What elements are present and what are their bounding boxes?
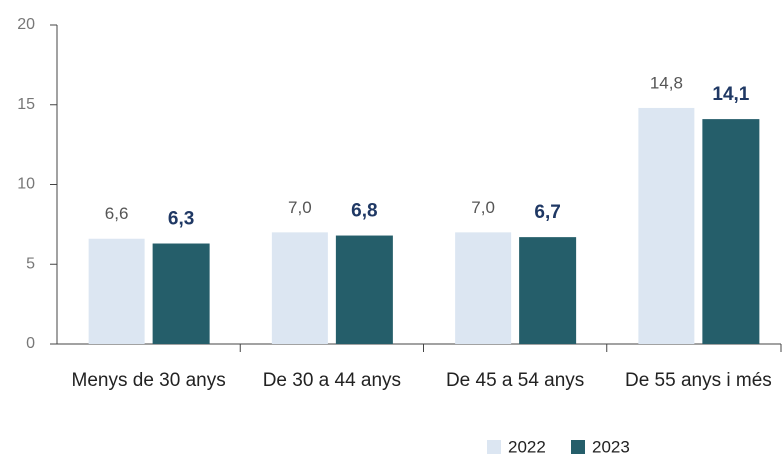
bar bbox=[519, 237, 577, 344]
bar bbox=[152, 243, 210, 344]
bar bbox=[455, 232, 512, 344]
value-label: 14,8 bbox=[650, 73, 683, 92]
x-tick-label: Menys de 30 anys bbox=[71, 370, 226, 391]
value-label: 6,8 bbox=[351, 201, 377, 222]
bar bbox=[88, 238, 145, 344]
value-label: 7,0 bbox=[288, 198, 312, 217]
x-tick-label: De 45 a 54 anys bbox=[445, 370, 585, 391]
y-tick-label: 10 bbox=[17, 176, 35, 193]
bar bbox=[702, 119, 760, 344]
y-tick-label: 15 bbox=[17, 96, 35, 113]
legend-swatch bbox=[571, 440, 585, 454]
y-tick-label: 20 bbox=[17, 16, 35, 33]
value-label: 6,6 bbox=[105, 204, 129, 223]
value-label: 6,3 bbox=[168, 209, 194, 230]
y-tick-label: 5 bbox=[26, 255, 35, 272]
y-tick-label: 0 bbox=[26, 335, 35, 352]
bar bbox=[271, 232, 328, 344]
value-label: 7,0 bbox=[471, 198, 495, 217]
legend-label: 2022 bbox=[508, 437, 546, 455]
bar bbox=[335, 235, 393, 344]
bar bbox=[638, 107, 695, 344]
x-tick-label: De 30 a 44 anys bbox=[262, 370, 402, 391]
value-label: 6,7 bbox=[534, 202, 560, 223]
legend-swatch bbox=[487, 440, 501, 454]
value-label: 14,1 bbox=[712, 84, 749, 105]
x-tick-label: De 55 anys i més bbox=[624, 370, 772, 391]
legend-label: 2023 bbox=[592, 437, 630, 455]
